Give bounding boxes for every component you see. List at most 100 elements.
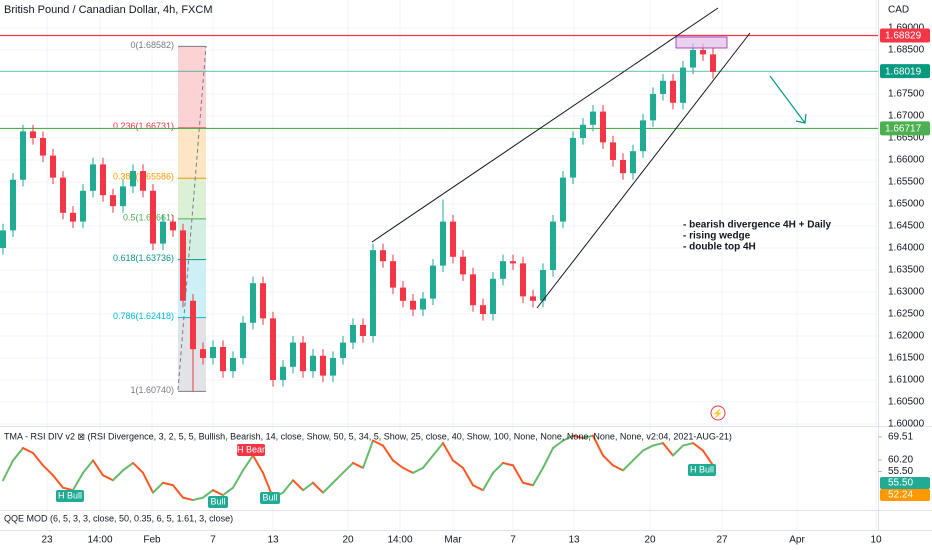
- rsi-last-label: 52.24: [888, 490, 913, 501]
- rsi-segment: [42, 464, 54, 477]
- candle-body: [550, 221, 556, 270]
- candle-body: [410, 300, 416, 310]
- rsi-segment: [362, 439, 374, 469]
- candle-body: [110, 195, 116, 207]
- candle-body: [180, 230, 186, 301]
- rsi-segment: [312, 481, 324, 494]
- y-tick-label: 1.62500: [888, 309, 925, 320]
- rsi-signal: H Bull: [58, 490, 82, 500]
- rsi-signal: Bull: [210, 496, 225, 506]
- x-tick-label: 7: [510, 535, 516, 546]
- candle-body: [160, 221, 166, 244]
- candle-body: [510, 261, 516, 264]
- rsi-segment: [162, 481, 174, 487]
- candle-body: [70, 212, 76, 222]
- candle-body: [600, 111, 606, 143]
- rsi-signal-bg: [688, 464, 716, 476]
- candle-body: [400, 287, 406, 301]
- rsi-segment: [72, 471, 84, 492]
- candle-body: [560, 177, 566, 222]
- candle-body: [490, 278, 496, 314]
- candle-body: [540, 269, 546, 301]
- rsi-segment: [232, 469, 244, 489]
- candle-body: [380, 250, 386, 262]
- rsi-segment: [402, 466, 414, 474]
- rsi-segment: [422, 454, 434, 469]
- candle-body: [340, 342, 346, 358]
- rsi-segment: [622, 459, 634, 472]
- candle-body: [120, 186, 126, 207]
- y-tick-label: 1.67500: [888, 89, 925, 100]
- candle-body: [700, 49, 706, 55]
- candle-body: [660, 80, 666, 94]
- rsi-signal-bg: [208, 496, 228, 508]
- x-tick-label: 27: [716, 535, 728, 546]
- candle-body: [130, 170, 136, 187]
- rsi-segment: [322, 481, 334, 494]
- y-tick-label: 1.60500: [888, 397, 925, 408]
- candle-body: [240, 322, 246, 358]
- price-label: 1.68829: [885, 31, 922, 42]
- rsi-last-bg: [880, 477, 930, 489]
- y-tick-label: 1.64000: [888, 243, 925, 254]
- rsi-segment: [242, 454, 254, 472]
- x-tick-label: 7: [210, 535, 216, 546]
- rsi-segment: [652, 442, 664, 447]
- rsi-segment: [62, 486, 74, 492]
- price-label-bg: [880, 64, 930, 79]
- note: - bearish divergence 4H + Daily: [683, 220, 832, 231]
- y-tick-label: 1.66000: [888, 155, 925, 166]
- rsi-segment: [542, 447, 554, 469]
- rsi-segment: [482, 471, 494, 492]
- fib-label: 0.236(1.66731): [113, 121, 174, 131]
- candle-body: [250, 283, 256, 323]
- candle-body: [150, 190, 156, 244]
- qqe-title: QQE MOD (6, 5, 3, 3, close, 50, 0.35, 6,…: [4, 513, 233, 523]
- rsi-segment: [672, 444, 684, 457]
- candle-body: [20, 131, 26, 180]
- candle-body: [50, 155, 56, 178]
- candle-body: [690, 49, 696, 68]
- currency: CAD: [888, 5, 909, 16]
- candle-body: [170, 221, 176, 231]
- rsi-segment: [522, 481, 534, 487]
- y-tick-label: 1.65000: [888, 199, 925, 210]
- rsi-segment: [32, 452, 44, 467]
- x-tick-label: 10: [870, 535, 882, 546]
- rsi-segment: [582, 434, 594, 440]
- x-tick-label: 14:00: [387, 535, 412, 546]
- candle-body: [310, 355, 316, 372]
- price-label: 1.66717: [885, 124, 922, 135]
- rsi-segment: [632, 449, 644, 462]
- rsi-segment: [172, 484, 184, 499]
- rsi-segment: [412, 466, 424, 474]
- y-tick-label: 1.66500: [888, 133, 925, 144]
- rsi-title: TMA - RSI DIV v2 ⊠ (RSI Divergence, 3, 2…: [4, 431, 732, 441]
- rsi-segment: [152, 481, 164, 494]
- arrow-head: [795, 113, 807, 124]
- candle-body: [190, 300, 196, 350]
- x-tick-label: 20: [342, 535, 354, 546]
- rsi-segment: [392, 459, 404, 469]
- rsi-segment: [352, 461, 364, 469]
- x-tick-label: 20: [644, 535, 656, 546]
- candle-body: [670, 80, 676, 103]
- candle-body: [350, 324, 356, 343]
- candle-body: [100, 164, 106, 196]
- chart-title: British Pound / Canadian Dollar, 4h, FXC…: [4, 4, 213, 16]
- rsi-tick-label: 55.50: [888, 466, 913, 477]
- rsi-segment: [202, 489, 214, 499]
- candle-body: [590, 111, 596, 125]
- wedge-lower: [536, 32, 751, 309]
- event-icon[interactable]: [710, 405, 726, 421]
- candle-body: [260, 283, 266, 319]
- candle-body: [230, 357, 236, 372]
- candle-body: [140, 170, 146, 191]
- candle-body: [500, 261, 506, 279]
- fib-label: 0.618(1.63736): [113, 253, 174, 263]
- candle-body: [430, 265, 436, 299]
- x-tick-label: Apr: [789, 535, 805, 546]
- candle-body: [580, 124, 586, 138]
- rsi-segment: [112, 469, 124, 482]
